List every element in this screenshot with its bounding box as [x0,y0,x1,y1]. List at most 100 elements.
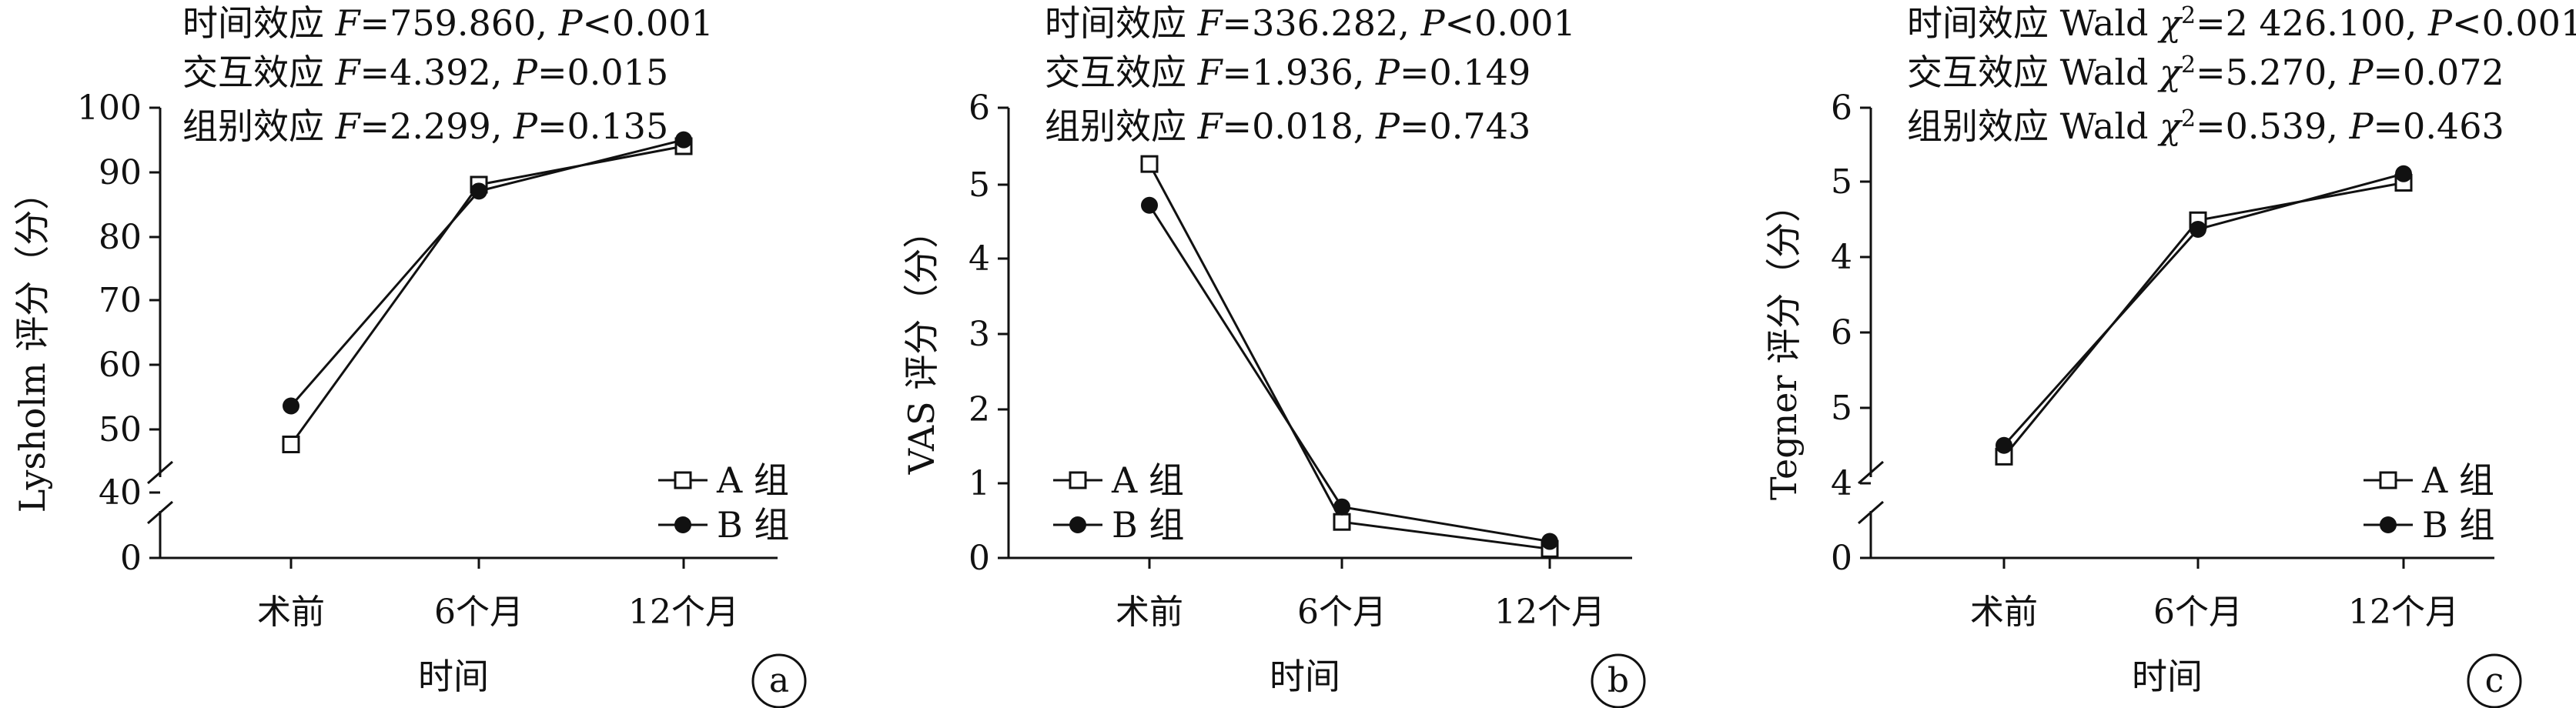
legend-label: A 组 [716,459,789,501]
stat-symbol: F [335,52,362,93]
stat-p-value: =0.135 [537,105,668,147]
legend-marker [674,471,692,489]
y-tick-label: 6 [1831,88,1852,128]
y-tick-label: 0 [1831,539,1852,578]
y-axis-label: Tegner 评分（分） [1763,187,1805,500]
stat-label: 组别效应 [1045,105,1198,147]
stat-value: =0.018, [1223,105,1376,147]
stat-p-value: =0.463 [2374,105,2504,147]
stat-p-symbol: P [513,105,538,147]
stat-symbol: F [1197,105,1224,147]
y-tick-label: 1 [969,464,990,503]
y-tick-label: 3 [969,315,990,354]
stat-label: 组别效应 Wald [1907,105,2159,147]
panel-letter: c [2485,661,2504,700]
x-axis-label: 时间 [1270,656,1340,697]
y-tick-label: 40 [99,473,142,513]
x-axis-label: 时间 [2132,656,2203,697]
x-tick-label: 6个月 [434,593,524,632]
axis-break-mark [1858,460,1884,485]
panel-letter: b [1607,661,1629,700]
stat-line: 组别效应 Wald χ2=0.539, P=0.463 [1907,105,2504,147]
x-tick-label: 术前 [1970,593,2038,632]
y-tick-label: 50 [99,410,142,449]
stat-line: 组别效应 F=2.299, P=0.135 [182,105,668,147]
panel-letter-circle [2467,653,2522,708]
stat-label: 交互效应 Wald [1907,52,2159,93]
data-point [470,182,487,200]
stat-value: =2 426.100, [2196,2,2428,44]
y-tick-label: 5 [1831,389,1852,428]
stat-p-value: <0.001 [1445,2,1576,44]
legend-label: A 组 [2421,459,2494,501]
y-tick-label: 4 [1831,238,1852,277]
stat-p-value: =0.743 [1400,105,1531,147]
y-tick-label: 80 [99,218,142,257]
series-line [1148,163,1551,550]
panel-letter-circle [1591,653,1646,708]
axis-break-mark [147,460,173,485]
stat-p-value: <0.001 [583,2,714,44]
y-tick-label: 90 [99,153,142,192]
y-tick-label: 5 [1831,162,1852,202]
data-point [1996,436,2012,454]
stat-p-symbol: P [558,2,584,44]
stat-p-symbol: P [2349,105,2374,147]
y-tick-label: 2 [969,390,990,429]
y-tick-label: 6 [969,88,990,128]
y-tick-label: 6 [1831,313,1852,352]
stat-value: =336.282, [1223,2,1421,44]
stat-label: 时间效应 [1045,2,1198,44]
stat-value: =4.392, [360,52,514,93]
stat-label: 交互效应 [182,52,336,93]
x-tick-label: 12个月 [628,593,739,632]
stat-symbol: χ [2157,52,2183,93]
y-axis-label: Lysholm 评分（分） [12,175,53,513]
legend-label: B 组 [2422,504,2494,546]
stat-symbol: F [1197,2,1224,44]
x-tick-label: 6个月 [2153,593,2243,632]
stat-label: 时间效应 Wald [1907,2,2159,44]
legend-label: B 组 [717,504,789,546]
x-tick-label: 6个月 [1297,593,1387,632]
data-point [1333,498,1350,516]
stat-p-symbol: P [1420,2,1446,44]
y-axis-label: VAS 评分（分） [901,213,942,475]
panel-letter: a [769,661,789,700]
stat-value: =5.270, [2196,52,2349,93]
data-point [1141,196,1158,214]
stat-line: 交互效应 Wald χ2=5.270, P=0.072 [1907,52,2504,93]
data-point [1140,155,1159,173]
stat-p-value: =0.072 [2374,52,2504,93]
x-tick-label: 12个月 [1494,593,1605,632]
legend-marker [2380,516,2397,533]
data-point [2190,220,2206,238]
y-tick-label: 70 [99,281,142,320]
stat-symbol: F [335,105,362,147]
legend-marker [1069,516,1086,533]
data-point [282,436,300,453]
axis-break-mark [1858,500,1884,525]
legend-marker [2379,471,2397,489]
stat-p-symbol: P [513,52,538,93]
stat-p-value: =0.015 [537,52,668,93]
stat-label: 组别效应 [182,105,336,147]
legend-label: B 组 [1112,504,1184,546]
stat-label: 交互效应 [1045,52,1198,93]
stat-p-symbol: P [1375,52,1400,93]
stat-p-symbol: P [2349,52,2374,93]
stat-line: 交互效应 F=1.936, P=0.149 [1045,52,1531,93]
y-tick-label: 100 [77,88,142,128]
stat-symbol: χ [2157,2,2183,44]
legend-label: A 组 [1111,459,1184,501]
stat-value: =1.936, [1223,52,1376,93]
stat-line: 时间效应 Wald χ2=2 426.100, P<0.001 [1907,2,2576,44]
x-tick-label: 术前 [1116,593,1183,632]
data-point [1541,533,1558,550]
stat-symbol: χ [2157,105,2183,147]
axis-break-mark [147,500,173,525]
data-point [1333,513,1351,531]
